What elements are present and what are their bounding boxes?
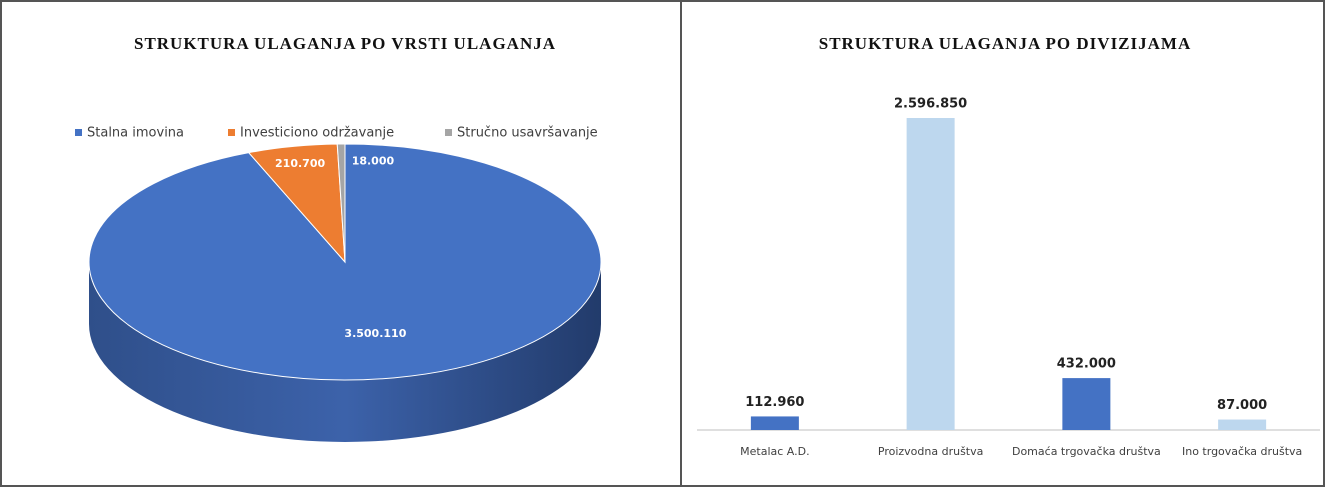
bar [1218, 419, 1267, 430]
bar [750, 416, 799, 430]
x-tick-label: Metalac A.D. [740, 445, 809, 458]
legend-label: Investiciono održavanje [240, 126, 394, 141]
bar [1062, 378, 1111, 430]
pie-label: 18.000 [352, 155, 395, 168]
bar-value-label: 432.000 [1057, 357, 1116, 372]
x-tick-label: Proizvodna društva [878, 445, 983, 458]
legend-label: Stalna imovina [87, 126, 184, 141]
bar-title: STRUKTURA ULAGANJA PO DIVIZIJAMA [819, 34, 1192, 53]
pie-label: 210.700 [275, 157, 325, 170]
bar-value-label: 112.960 [745, 395, 804, 410]
pie-side [89, 262, 601, 442]
x-tick-label: Domaća trgovačka društva [1012, 445, 1161, 458]
bar [906, 118, 955, 430]
x-tick-label: Ino trgovačka društva [1182, 445, 1302, 458]
legend-swatch [228, 129, 235, 136]
legend-swatch [75, 129, 82, 136]
pie-label: 3.500.110 [344, 327, 406, 340]
pie-slice [336, 143, 346, 263]
legend-label: Stručno usavršavanje [457, 126, 598, 141]
bar-value-label: 2.596.850 [894, 97, 967, 112]
legend-swatch [445, 129, 452, 136]
pie-title: STRUKTURA ULAGANJA PO VRSTI ULAGANJA [134, 34, 556, 53]
bar-value-label: 87.000 [1217, 398, 1267, 413]
